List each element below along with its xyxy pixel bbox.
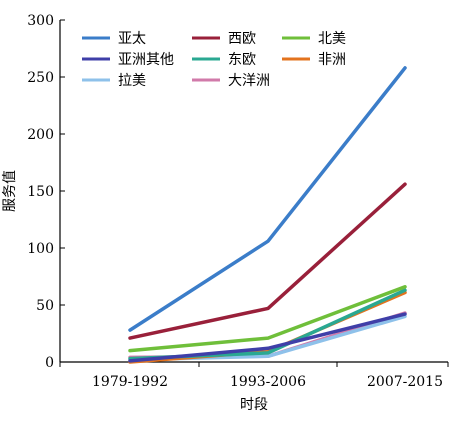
- legend-label: 非洲: [318, 52, 346, 68]
- x-tick-label: 2007-2015: [367, 374, 443, 390]
- y-tick-label: 150: [27, 184, 54, 200]
- series-line: [128, 285, 407, 353]
- legend-label: 拉美: [118, 73, 146, 89]
- legend-label: 大洋洲: [228, 73, 270, 89]
- x-tick-label: 1979-1992: [92, 374, 168, 390]
- y-tick-label: 250: [27, 70, 54, 86]
- legend-label: 亚太: [118, 31, 146, 47]
- y-axis-title: 服务值: [2, 170, 18, 212]
- y-tick-label: 0: [45, 355, 54, 371]
- legend-label: 东欧: [228, 52, 256, 68]
- series-line: [128, 312, 407, 363]
- x-axis-title: 时段: [240, 397, 268, 413]
- legend-label: 北美: [318, 31, 346, 47]
- y-tick-label: 300: [27, 13, 54, 29]
- legend-label: 西欧: [228, 31, 256, 47]
- legend-label: 亚洲其他: [118, 52, 174, 68]
- y-ticks: 0 50 100 150 200 250 300: [27, 13, 65, 371]
- y-tick-label: 50: [36, 298, 54, 314]
- x-ticks: 1979-1992 1993-2006 2007-2015: [59, 362, 449, 390]
- y-tick-label: 200: [27, 127, 54, 143]
- series-lines: [128, 66, 407, 364]
- series-line: [128, 66, 407, 332]
- x-tick-label: 1993-2006: [230, 374, 306, 390]
- y-tick-label: 100: [27, 241, 54, 257]
- series-line: [128, 182, 407, 340]
